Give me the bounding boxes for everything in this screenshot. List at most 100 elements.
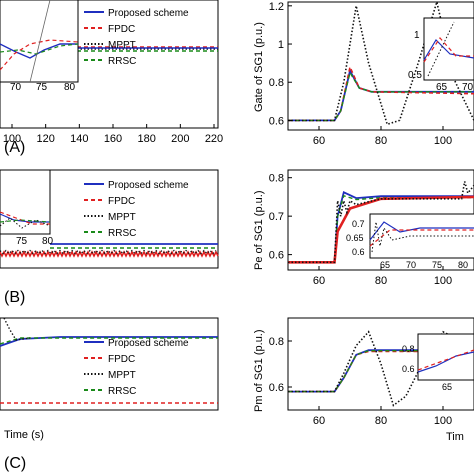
inset-tick-e-x3: 80	[458, 260, 468, 270]
inset-tick-a-2: 80	[64, 82, 76, 93]
ytick-e-0: 0.6	[269, 250, 284, 262]
plot-frame-b	[0, 169, 219, 269]
xtick-a-4: 180	[137, 133, 155, 145]
ytick-f-0: 0.6	[269, 382, 284, 394]
legend-a-mppt: MPPT	[108, 40, 136, 51]
inset-tick-d-y0: 0.5	[408, 70, 422, 81]
inset-trace-a-rrsc	[0, 43, 79, 55]
plot-frame-a	[0, 0, 219, 129]
trace-c-proposed	[0, 336, 218, 347]
inset-traces-b	[0, 211, 51, 229]
ytick-d-0: 0.6	[269, 115, 284, 127]
legend-c-fpdc: FPDC	[108, 354, 135, 365]
ytick-d-3: 1.2	[269, 1, 284, 13]
ylabel-e: Pe of SG1 (p.u.)	[253, 191, 265, 270]
ticks-e: 60 80 100 0.6 0.7 0.8	[269, 173, 452, 287]
panel-a: 100 120 140 160 180 200 220 70 75 80 Proposed …	[0, 0, 223, 156]
legend-c-proposed: Proposed scheme	[108, 338, 189, 349]
inset-traces-f	[417, 349, 474, 373]
ylabel-d: Gate of SG1 (p.u.)	[253, 22, 265, 112]
inset-trace-f-fpdc	[417, 349, 474, 371]
traces-d	[288, 0, 474, 126]
traces-c	[0, 317, 218, 404]
inset-frame-f	[417, 333, 474, 381]
legend-c-mppt: MPPT	[108, 370, 136, 381]
ytick-d-2: 1	[278, 39, 284, 51]
xtick-a-2: 140	[70, 133, 88, 145]
panel-b: 75 80 Proposed scheme FPDC MPPT RRSC (B)	[0, 169, 219, 306]
trace-d-rrsc	[288, 70, 474, 122]
inset-tick-a-0: 70	[10, 82, 22, 93]
xtick-a-1: 120	[36, 133, 54, 145]
legend-b-mppt: MPPT	[108, 212, 136, 223]
inset-traces-d	[423, 21, 474, 77]
xtick-f-2: 100	[434, 415, 452, 427]
inset-tick-e-x0: 65	[380, 260, 390, 270]
inset-traces-a	[0, 0, 79, 83]
inset-tick-f-x0: 65	[442, 382, 452, 392]
trace-f-mppt	[288, 330, 474, 407]
panel-label-b: (B)	[4, 289, 25, 306]
legend-a-rrsc: RRSC	[108, 56, 136, 67]
inset-frame-e	[369, 213, 474, 259]
inset-tick-e-y1: 0.65	[346, 233, 364, 243]
inset-trace-d-mppt	[427, 21, 455, 77]
inset-tick-f-y1: 0.8	[402, 344, 415, 354]
panel-d: 60 80 100 0.6 0.8 1 1.2 65 70 0.5 1 Gate of SG…	[253, 0, 474, 147]
inset-tick-f-y0: 0.6	[402, 364, 415, 374]
ytick-d-1: 0.8	[269, 77, 284, 89]
legend-a-fpdc: FPDC	[108, 24, 135, 35]
panel-f: 60 80 100 0.6 0.8 65 0.6 0.8 Pm of SG1 (p.u.…	[253, 317, 474, 443]
panel-label-a: (A)	[4, 139, 25, 156]
xtick-a-5: 200	[171, 133, 189, 145]
xtick-e-1: 80	[375, 275, 387, 287]
xtick-a-3: 160	[104, 133, 122, 145]
traces-f	[288, 330, 474, 407]
inset-trace-b-fpdc	[0, 211, 50, 225]
ytick-e-1: 0.7	[269, 211, 284, 223]
inset-tick-e-x1: 70	[406, 260, 416, 270]
inset-trace-e-proposed	[369, 221, 474, 241]
legend-c-rrsc: RRSC	[108, 386, 136, 397]
panel-c: Proposed scheme FPDC MPPT RRSC Time (s) …	[0, 317, 219, 472]
inset-trace-a-mppt	[29, 0, 51, 83]
inset-tick-d-x1: 70	[462, 82, 474, 93]
inset-tick-d-x0: 65	[436, 82, 448, 93]
inset-tick-e-y2: 0.7	[352, 219, 365, 229]
xlabel-f: Tim	[446, 431, 464, 443]
inset-tick-e-x2: 75	[432, 260, 442, 270]
legend-a: Proposed scheme FPDC MPPT RRSC	[84, 8, 189, 67]
inset-trace-b-mppt	[0, 217, 51, 229]
xtick-a-6: 220	[205, 133, 223, 145]
legend-b: Proposed scheme FPDC MPPT RRSC	[84, 180, 189, 239]
xtick-e-2: 100	[434, 275, 452, 287]
legend-b-fpdc: FPDC	[108, 196, 135, 207]
xtick-f-1: 80	[375, 415, 387, 427]
inset-trace-d-fpdc	[423, 37, 474, 63]
inset-frame-b	[0, 169, 51, 235]
inset-frame-a	[0, 0, 79, 83]
inset-tick-e-y0: 0.6	[352, 247, 365, 257]
legend-c: Proposed scheme FPDC MPPT RRSC	[84, 338, 189, 397]
inset-tick-a-1: 75	[36, 82, 48, 93]
ticks-f: 60 80 100 0.6 0.8	[269, 336, 452, 427]
xtick-d-0: 60	[313, 135, 325, 147]
xtick-d-1: 80	[375, 135, 387, 147]
legend-b-proposed: Proposed scheme	[108, 180, 189, 191]
trace-b-fpdc	[0, 250, 219, 258]
xtick-a-0: 100	[3, 133, 21, 145]
ylabel-f: Pm of SG1 (p.u.)	[253, 329, 265, 412]
inset-trace-f-proposed	[417, 351, 474, 373]
xtick-e-0: 60	[313, 275, 325, 287]
trace-e-rrsc	[288, 194, 474, 263]
traces-e	[288, 181, 474, 264]
xlabel-c: Time (s)	[4, 429, 44, 441]
inset-tick-b-0: 75	[16, 236, 28, 247]
panel-e: 60 80 100 0.6 0.7 0.8 65 70 75 80 0.6 0.65 0.…	[253, 169, 474, 287]
inset-tick-b-1: 80	[42, 236, 54, 247]
inset-trace-a-fpdc	[0, 39, 79, 71]
trace-c-mppt	[3, 317, 31, 341]
inset-tick-d-y1: 1	[414, 30, 420, 41]
xtick-f-0: 60	[313, 415, 325, 427]
